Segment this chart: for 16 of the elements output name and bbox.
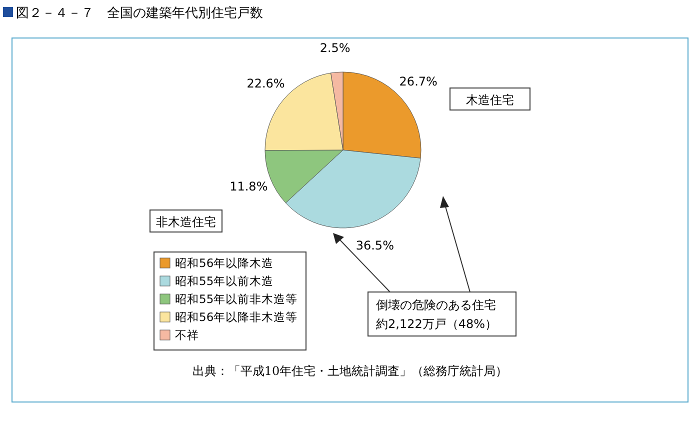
legend-label: 昭和55年以前非木造等 <box>175 292 298 306</box>
data-label: 2.5% <box>320 41 350 56</box>
source-note: 出典：「平成10年住宅・土地統計調査」（総務庁統計局） <box>192 364 508 378</box>
text: 非木造住宅 <box>156 215 216 229</box>
legend-label: 昭和55年以前木造 <box>175 274 274 288</box>
text: 約2,122万戸（48%） <box>376 317 498 331</box>
data-label: 36.5% <box>356 238 394 253</box>
data-label: 11.8% <box>230 179 268 194</box>
legend-label: 昭和56年以降非木造等 <box>175 310 298 324</box>
data-label: 22.6% <box>246 76 285 91</box>
legend-label: 昭和56年以降木造 <box>175 256 274 270</box>
legend-label: 不祥 <box>175 328 199 342</box>
text: 倒壊の危険のある住宅 <box>376 298 496 312</box>
text: 木造住宅 <box>466 93 514 107</box>
chart-title: 図２－４－７ 全国の建築年代別住宅戸数 <box>16 5 263 21</box>
data-label: 26.7% <box>399 74 438 88</box>
